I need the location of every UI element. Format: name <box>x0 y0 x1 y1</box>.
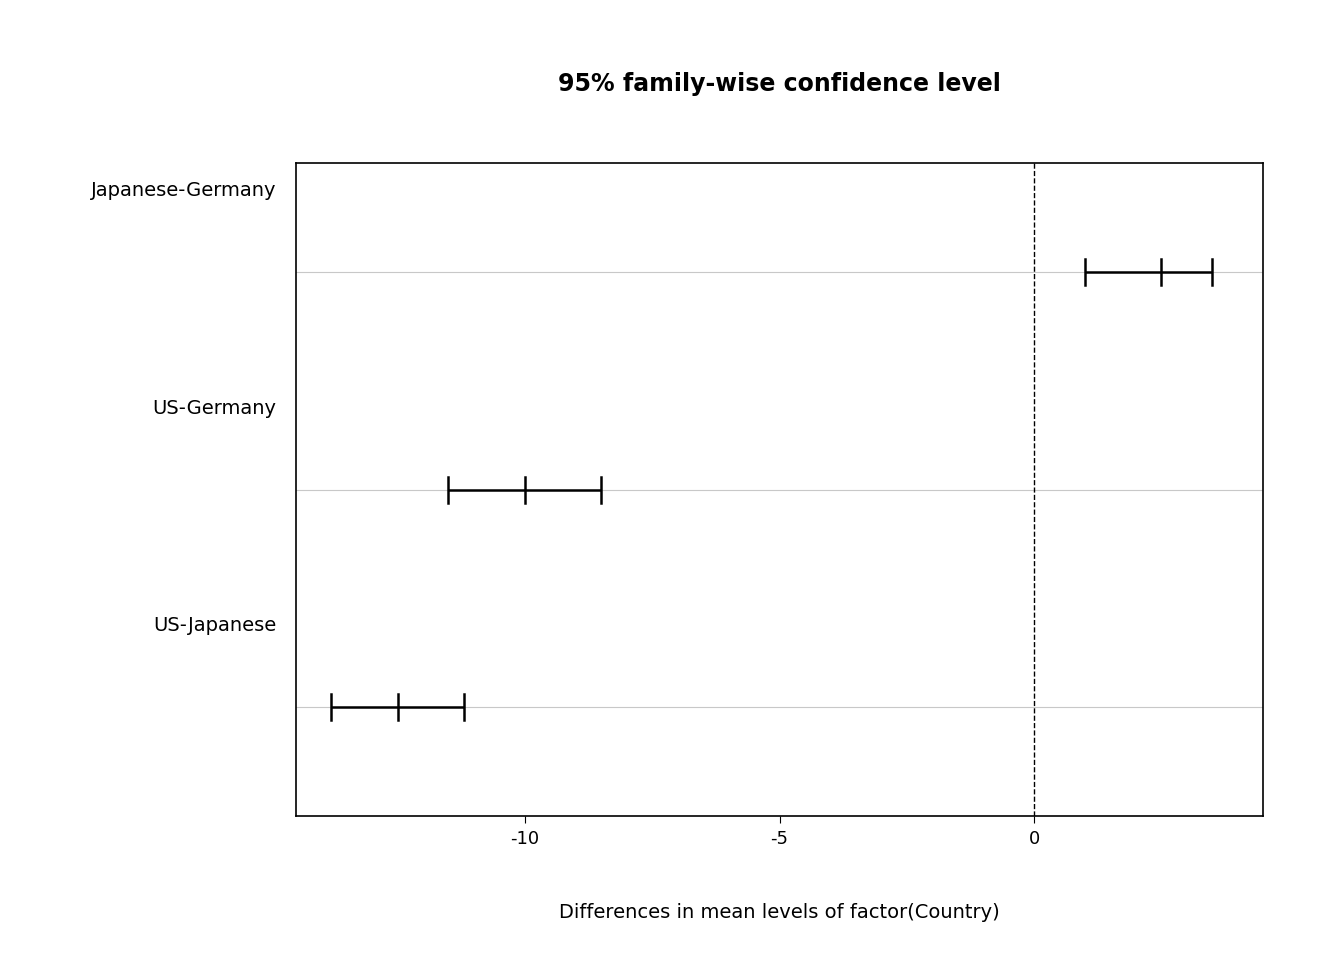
Text: US-Japanese: US-Japanese <box>153 616 277 636</box>
Text: 95% family-wise confidence level: 95% family-wise confidence level <box>558 72 1001 96</box>
Text: US-Germany: US-Germany <box>152 398 277 418</box>
Text: Differences in mean levels of factor(Country): Differences in mean levels of factor(Cou… <box>559 902 1000 922</box>
Text: Japanese-Germany: Japanese-Germany <box>91 181 277 201</box>
